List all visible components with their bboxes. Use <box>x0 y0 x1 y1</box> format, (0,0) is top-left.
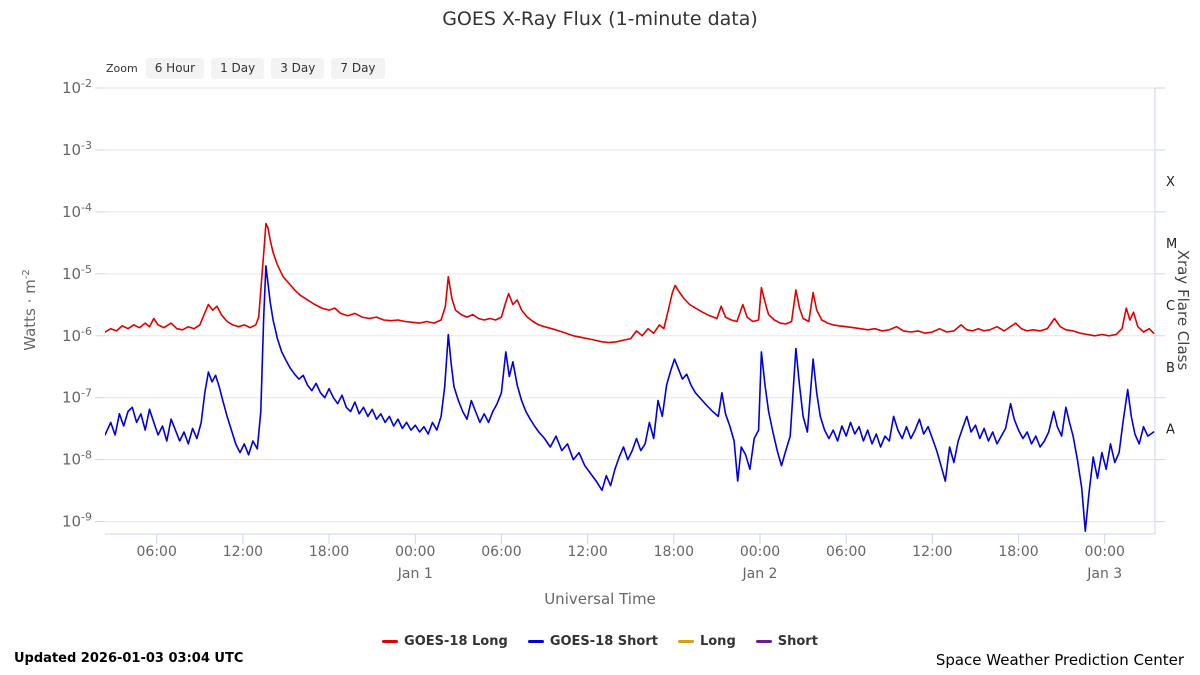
secondary-y-axis-title: Xray Flare Class <box>1174 249 1192 371</box>
y-tick-label: 10-3 <box>62 139 92 159</box>
legend-item-long[interactable]: Long <box>677 634 736 649</box>
zoom-button-1day[interactable]: 1 Day <box>211 58 265 80</box>
chart-title: GOES X-Ray Flux (1-minute data) <box>442 8 758 30</box>
legend-label: GOES-18 Short <box>549 634 658 649</box>
legend-marker-goes18-long <box>382 640 399 643</box>
y-axis-title-text: Watts · m <box>21 279 39 351</box>
y-axis-title: Watts · m-2 <box>21 269 39 351</box>
x-tick-label: 18:00 <box>654 544 694 560</box>
y-axis-title-exponent: -2 <box>21 269 32 280</box>
y-tick-label: 10-6 <box>62 325 92 345</box>
flare-class-label-m: M <box>1166 237 1177 252</box>
legend-item-short[interactable]: Short <box>755 634 818 649</box>
legend-item-goes18-short[interactable]: GOES-18 Short <box>527 634 658 649</box>
flare-class-label-b: B <box>1166 361 1175 376</box>
x-tick-label: 00:00 <box>740 544 780 560</box>
flare-class-label-a: A <box>1166 423 1175 438</box>
x-tick-label: 06:00 <box>137 544 177 560</box>
x-tick-label: 12:00 <box>912 544 952 560</box>
x-date-label: Jan 3 <box>1086 566 1122 582</box>
zoom-button-3day[interactable]: 3 Day <box>271 58 325 80</box>
x-tick-label: 12:00 <box>223 544 263 560</box>
legend-item-goes18-long[interactable]: GOES-18 Long <box>382 634 508 649</box>
y-tick-label: 10-8 <box>62 449 92 469</box>
legend-marker-short <box>755 640 772 643</box>
legend-label: Short <box>777 634 818 649</box>
series-goes-18-long[interactable] <box>105 222 1155 344</box>
legend: GOES-18 Long GOES-18 Short Long Short <box>0 634 1200 649</box>
legend-label: GOES-18 Long <box>404 634 508 649</box>
x-tick-label: 18:00 <box>309 544 349 560</box>
x-tick-label: 12:00 <box>567 544 607 560</box>
zoom-button-6hour[interactable]: 6 Hour <box>145 58 205 80</box>
zoom-label: Zoom <box>106 62 138 76</box>
x-tick-label: 18:00 <box>998 544 1038 560</box>
x-date-label: Jan 2 <box>742 566 778 582</box>
source-credit: Space Weather Prediction Center <box>935 651 1184 669</box>
x-axis-title: Universal Time <box>544 590 656 608</box>
flare-class-label-x: X <box>1166 175 1175 190</box>
zoom-button-7day[interactable]: 7 Day <box>331 58 385 80</box>
flare-class-label-c: C <box>1166 299 1175 314</box>
legend-marker-goes18-short <box>527 640 544 643</box>
updated-timestamp: Updated 2026-01-03 03:04 UTC <box>14 651 244 666</box>
y-tick-label: 10-9 <box>62 511 92 531</box>
x-tick-label: 00:00 <box>395 544 435 560</box>
x-date-label: Jan 1 <box>397 566 433 582</box>
x-tick-label: 06:00 <box>481 544 521 560</box>
y-tick-label: 10-7 <box>62 387 92 407</box>
x-tick-label: 00:00 <box>1085 544 1125 560</box>
range-selector: Zoom 6 Hour 1 Day 3 Day 7 Day <box>106 58 385 80</box>
y-tick-label: 10-5 <box>62 263 92 283</box>
legend-marker-long <box>677 640 694 643</box>
legend-label: Long <box>699 634 736 649</box>
x-tick-label: 06:00 <box>826 544 866 560</box>
y-tick-label: 10-4 <box>62 201 92 221</box>
y-tick-label: 10-2 <box>62 77 92 97</box>
series-goes-18-short[interactable] <box>105 264 1155 533</box>
